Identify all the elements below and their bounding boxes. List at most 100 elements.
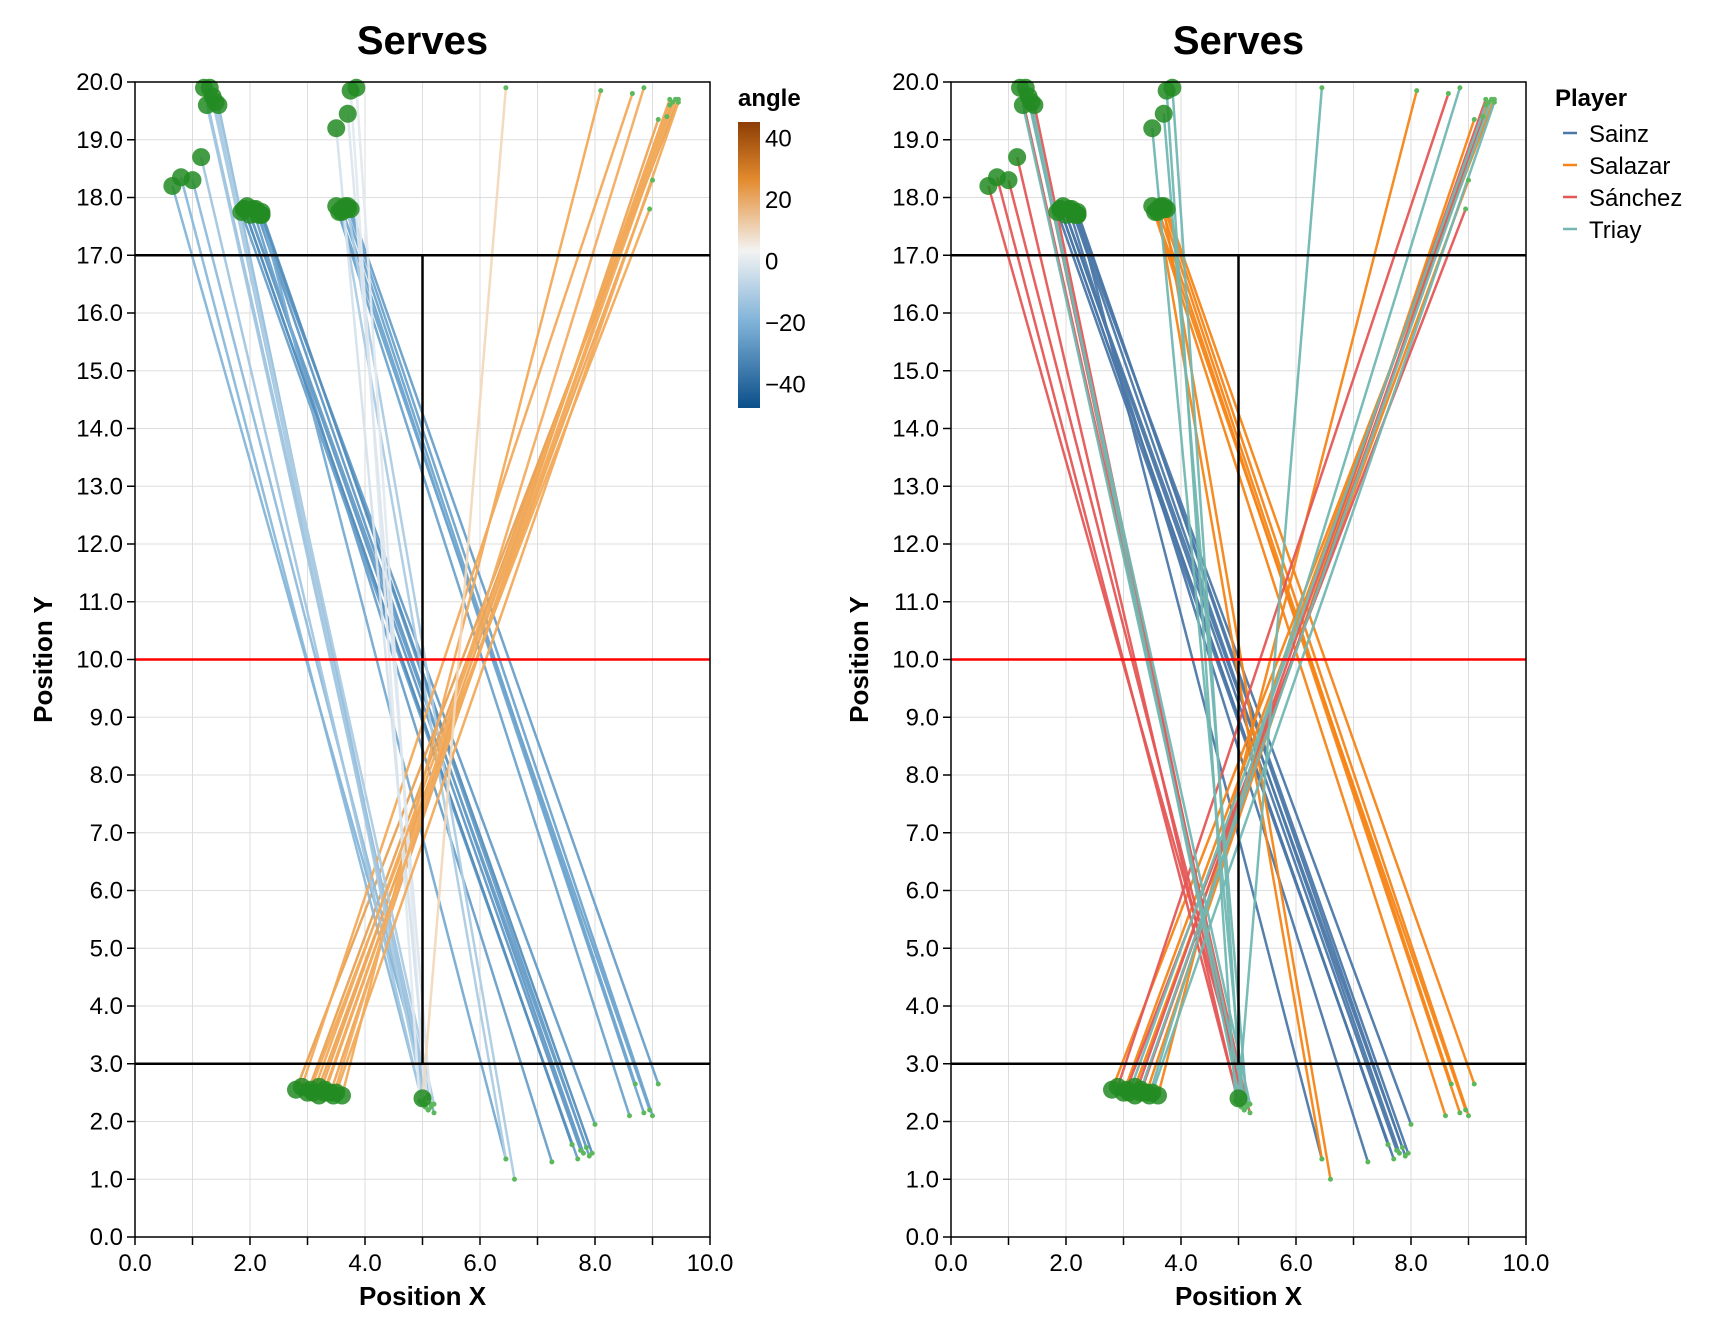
y-axis-title: Position Y (28, 596, 58, 723)
serve-end-point (1466, 1113, 1471, 1119)
y-tick-label: 16.0 (892, 300, 939, 327)
serve-end-point (1471, 1081, 1477, 1087)
x-tick-label: 8.0 (578, 1250, 611, 1277)
x-tick-label: 2.0 (1049, 1250, 1082, 1277)
serve-end-point (581, 1150, 586, 1156)
chart-title: Serves (357, 19, 488, 63)
y-tick-label: 19.0 (76, 127, 123, 154)
serve-end-point (1247, 1110, 1253, 1116)
x-tick-label: 6.0 (1279, 1250, 1312, 1277)
x-tick-label: 0.0 (118, 1250, 151, 1277)
serve-line (1076, 214, 1410, 1154)
player-legend: Player Sainz Salazar Sánchez Triay (1555, 85, 1682, 244)
x-tick-label: 4.0 (348, 1250, 381, 1277)
serve-end-point (431, 1110, 437, 1116)
serve-end-point (1483, 96, 1489, 102)
angle-legend-tick-label: −20 (765, 310, 806, 337)
y-tick-label: 13.0 (892, 473, 939, 500)
y-tick-label: 7.0 (90, 820, 123, 847)
serve-line (1128, 104, 1487, 1094)
serve-end-point (627, 1113, 632, 1119)
serve-end-point (575, 1156, 581, 1162)
serve-line (1165, 208, 1476, 1085)
serve-end-point (675, 99, 681, 105)
serve-end-point (1445, 91, 1451, 97)
y-tick-label: 13.0 (76, 473, 123, 500)
serve-end-point (1319, 85, 1325, 91)
serve-line (260, 214, 594, 1154)
y-tick-label: 14.0 (76, 416, 123, 443)
serve-line (349, 208, 660, 1085)
y-tick-label: 17.0 (892, 242, 939, 269)
serve-end-point (641, 1110, 647, 1116)
serve-end-point (667, 96, 673, 102)
serve-start-point (1008, 148, 1027, 167)
y-tick-label: 11.0 (894, 589, 939, 616)
y-tick-label: 12.0 (892, 531, 939, 558)
serve-line (335, 128, 430, 1111)
y-tick-label: 2.0 (906, 1109, 939, 1136)
angle-legend-tick-label: 20 (765, 187, 792, 214)
serve-start-point (324, 1086, 343, 1105)
y-tick-label: 2.0 (90, 1109, 123, 1136)
serve-start-point (235, 200, 254, 219)
serve-start-point (200, 78, 219, 97)
serve-start-point (197, 96, 216, 115)
serve-end-point (1463, 206, 1469, 212)
serve-end-point (641, 85, 647, 91)
y-tick-label: 8.0 (90, 762, 123, 789)
x-tick-label: 0.0 (934, 1250, 967, 1277)
y-tick-label: 6.0 (90, 878, 123, 905)
y-tick-label: 5.0 (906, 935, 939, 962)
y-tick-label: 1.0 (90, 1166, 123, 1193)
y-tick-label: 17.0 (76, 242, 123, 269)
x-axis-title: Position X (359, 1281, 487, 1311)
serve-start-point (327, 119, 346, 138)
serve-line (349, 90, 421, 1102)
y-tick-label: 3.0 (90, 1051, 123, 1078)
y-tick-label: 9.0 (906, 704, 939, 731)
y-tick-label: 18.0 (76, 185, 123, 212)
serve-line (1059, 208, 1390, 1146)
serve-line (1162, 208, 1332, 1180)
serve-end-point (1405, 1150, 1411, 1156)
legend-label-player: Salazar (1589, 153, 1670, 180)
y-tick-label: 10.0 (76, 647, 123, 674)
angle-legend-tick-label: −40 (765, 371, 806, 398)
angle-color-bar (738, 122, 760, 408)
y-tick-label: 10.0 (892, 647, 939, 674)
y-tick-label: 19.0 (892, 127, 939, 154)
serve-start-point (333, 202, 351, 221)
serve-line (251, 208, 554, 1163)
angle-legend-tick-label: 0 (765, 248, 778, 275)
y-tick-label: 0.0 (90, 1224, 123, 1251)
serve-line (346, 208, 516, 1180)
y-tick-label: 4.0 (906, 993, 939, 1020)
legend-label-player: Triay (1589, 217, 1641, 244)
serve-start-point (979, 176, 998, 195)
serve-end-point (428, 1104, 434, 1110)
serve-end-point (1408, 1121, 1414, 1127)
serve-end-point (1414, 88, 1420, 94)
serve-end-point (1483, 102, 1489, 108)
angle-legend-tick-label: 40 (765, 125, 792, 152)
serve-start-point (1013, 96, 1032, 115)
serve-end-point (1457, 85, 1463, 91)
serve-end-point (1463, 1107, 1469, 1113)
serve-line (346, 113, 433, 1108)
serve-end-point (592, 1121, 598, 1127)
serve-line (1024, 87, 1252, 1105)
serve-line (1162, 205, 1470, 1117)
y-tick-label: 4.0 (90, 993, 123, 1020)
serve-line (355, 87, 427, 1105)
serve-end-point (1365, 1159, 1371, 1165)
serve-end-point (667, 102, 673, 108)
serve-end-point (647, 206, 653, 212)
serve-start-point (1163, 78, 1182, 97)
serve-line (1064, 214, 1398, 1151)
serve-start-point (1051, 200, 1070, 219)
y-tick-label: 20.0 (76, 69, 123, 96)
y-tick-label: 11.0 (78, 589, 123, 616)
